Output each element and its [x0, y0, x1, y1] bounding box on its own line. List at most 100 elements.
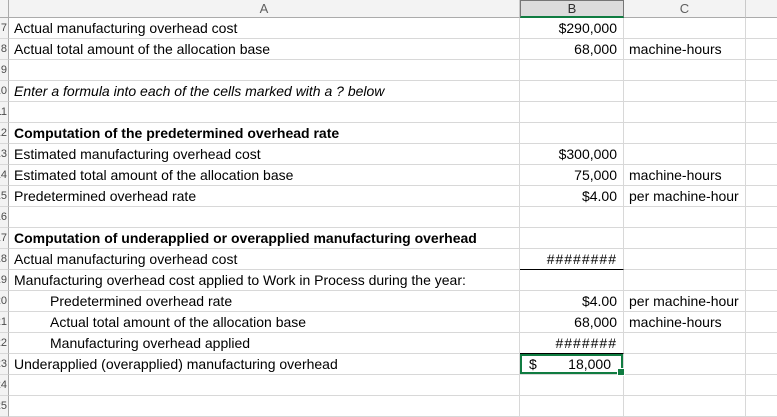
cell-D21[interactable]	[746, 312, 777, 333]
cell-A13[interactable]: Estimated manufacturing overhead cost	[9, 144, 520, 165]
column-header-c[interactable]: C	[624, 0, 746, 18]
cell-C14[interactable]: machine-hours	[624, 165, 746, 186]
cell-B13[interactable]: $300,000	[520, 144, 624, 165]
cell-D7[interactable]	[746, 18, 777, 39]
cell-C18[interactable]	[624, 249, 746, 270]
cell-D11[interactable]	[746, 102, 777, 123]
cell-A8[interactable]: Actual total amount of the allocation ba…	[9, 39, 520, 60]
cell-A20[interactable]: Predetermined overhead rate	[9, 291, 520, 312]
cell-A16[interactable]	[9, 207, 520, 228]
cell-D24[interactable]	[746, 375, 777, 396]
row-header[interactable]: 8	[0, 39, 9, 60]
row-header[interactable]: 15	[0, 186, 9, 207]
cell-C20[interactable]: per machine-hour	[624, 291, 746, 312]
column-header-d[interactable]	[746, 0, 777, 18]
cell-C24[interactable]	[624, 375, 746, 396]
row-header[interactable]: 14	[0, 165, 9, 186]
cell-B9[interactable]	[520, 60, 624, 81]
cell-A15[interactable]: Predetermined overhead rate	[9, 186, 520, 207]
cell-B22[interactable]: #######	[520, 333, 624, 354]
cell-C10[interactable]	[624, 81, 746, 102]
cell-B16[interactable]	[520, 207, 624, 228]
cell-C21[interactable]: machine-hours	[624, 312, 746, 333]
row-header[interactable]: 13	[0, 144, 9, 165]
cell-B14[interactable]: 75,000	[520, 165, 624, 186]
cell-C13[interactable]	[624, 144, 746, 165]
cell-B20[interactable]: $4.00	[520, 291, 624, 312]
cell-C8[interactable]: machine-hours	[624, 39, 746, 60]
cell-C15[interactable]: per machine-hour	[624, 186, 746, 207]
row-header[interactable]: 12	[0, 123, 9, 144]
cell-B19[interactable]	[520, 270, 624, 291]
cell-B23[interactable]: $18,000	[520, 354, 625, 376]
cell-D14[interactable]	[746, 165, 777, 186]
cell-D10[interactable]	[746, 81, 777, 102]
cell-B15[interactable]: $4.00	[520, 186, 624, 207]
cell-A22[interactable]: Manufacturing overhead applied	[9, 333, 520, 354]
cell-B8[interactable]: 68,000	[520, 39, 624, 60]
cell-B21[interactable]: 68,000	[520, 312, 624, 333]
cell-D13[interactable]	[746, 144, 777, 165]
row-header[interactable]: 22	[0, 333, 9, 354]
cell-A23[interactable]: Underapplied (overapplied) manufacturing…	[9, 354, 520, 375]
row-header[interactable]: 20	[0, 291, 9, 312]
cell-C17[interactable]	[624, 228, 746, 249]
row-header[interactable]: 10	[0, 81, 9, 102]
cell-A24[interactable]	[9, 375, 520, 396]
cell-A11[interactable]	[9, 102, 520, 123]
cell-D20[interactable]	[746, 291, 777, 312]
cell-D19[interactable]	[746, 270, 777, 291]
cell-A19[interactable]: Manufacturing overhead cost applied to W…	[9, 270, 520, 291]
cell-B25[interactable]	[520, 396, 624, 417]
cell-D25[interactable]	[746, 396, 777, 417]
cell-C9[interactable]	[624, 60, 746, 81]
row-header[interactable]: 19	[0, 270, 9, 291]
cell-A25[interactable]	[9, 396, 520, 417]
cell-A10[interactable]: Enter a formula into each of the cells m…	[9, 81, 520, 102]
row-header[interactable]: 7	[0, 18, 9, 39]
cell-D17[interactable]	[746, 228, 777, 249]
cell-D22[interactable]	[746, 333, 777, 354]
cell-C22[interactable]	[624, 333, 746, 354]
cell-B17[interactable]	[520, 228, 624, 249]
cell-A17[interactable]: Computation of underapplied or overappli…	[9, 228, 520, 249]
cell-C16[interactable]	[624, 207, 746, 228]
cell-A18[interactable]: Actual manufacturing overhead cost	[9, 249, 520, 270]
row-header[interactable]: 21	[0, 312, 9, 333]
cell-C19[interactable]	[624, 270, 746, 291]
cell-B12[interactable]	[520, 123, 624, 144]
cell-C23[interactable]	[624, 354, 746, 375]
column-header-a[interactable]: A	[9, 0, 520, 18]
cell-B24[interactable]	[520, 375, 624, 396]
cell-B10[interactable]	[520, 81, 624, 102]
cell-D18[interactable]	[746, 249, 777, 270]
cell-D15[interactable]	[746, 186, 777, 207]
column-header-b[interactable]: B	[520, 0, 624, 18]
select-all-corner[interactable]	[0, 0, 9, 18]
cell-C11[interactable]	[624, 102, 746, 123]
cell-C25[interactable]	[624, 396, 746, 417]
cell-B7[interactable]: $290,000	[520, 18, 624, 39]
row-header[interactable]: 11	[0, 102, 9, 123]
fill-handle[interactable]	[617, 368, 625, 376]
row-header[interactable]: 9	[0, 60, 9, 81]
row-header[interactable]: 17	[0, 228, 9, 249]
cell-A7[interactable]: Actual manufacturing overhead cost	[9, 18, 520, 39]
cell-A9[interactable]	[9, 60, 520, 81]
row-header[interactable]: 18	[0, 249, 9, 270]
cell-C12[interactable]	[624, 123, 746, 144]
row-header[interactable]: 23	[0, 354, 9, 375]
row-header[interactable]: 24	[0, 375, 9, 396]
cell-D23[interactable]	[746, 354, 777, 375]
cell-C7[interactable]	[624, 18, 746, 39]
cell-B11[interactable]	[520, 102, 624, 123]
cell-B18[interactable]: ########	[520, 249, 624, 270]
cell-D8[interactable]	[746, 39, 777, 60]
cell-D9[interactable]	[746, 60, 777, 81]
cell-A14[interactable]: Estimated total amount of the allocation…	[9, 165, 520, 186]
cell-A21[interactable]: Actual total amount of the allocation ba…	[9, 312, 520, 333]
cell-D12[interactable]	[746, 123, 777, 144]
cell-A12[interactable]: Computation of the predetermined overhea…	[9, 123, 520, 144]
row-header[interactable]: 25	[0, 396, 9, 417]
cell-D16[interactable]	[746, 207, 777, 228]
